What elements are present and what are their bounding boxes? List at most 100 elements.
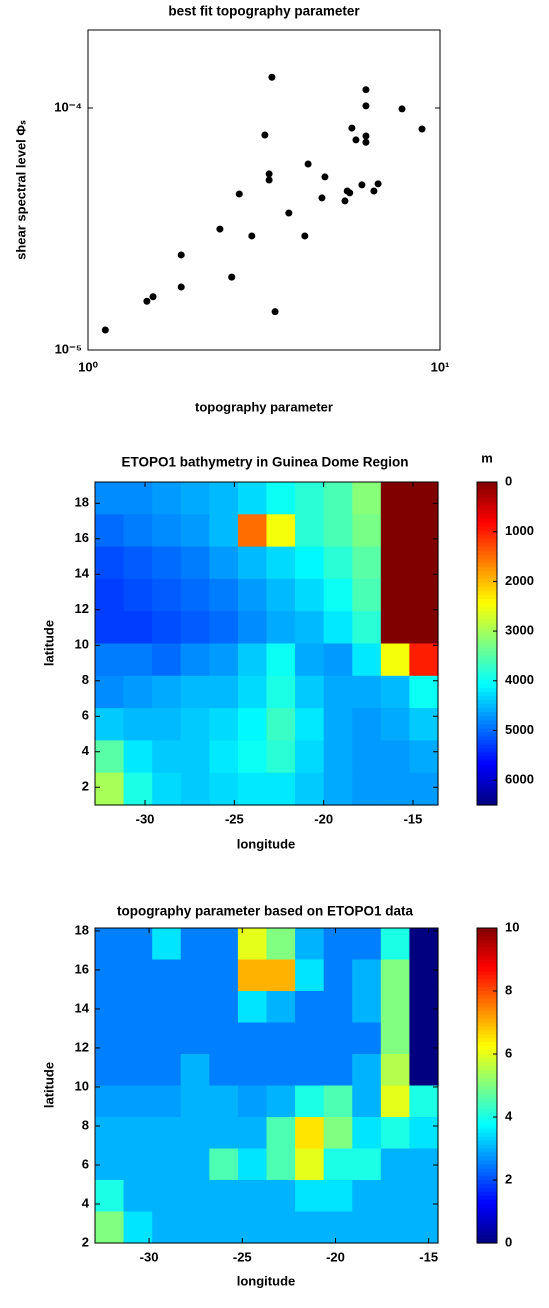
heatmap-cell bbox=[409, 578, 439, 612]
colorbar-swatch bbox=[477, 1117, 497, 1122]
heatmap-cell bbox=[123, 1117, 153, 1150]
heatmap-cell bbox=[295, 578, 325, 612]
heatmap-cell bbox=[380, 643, 411, 677]
heatmap-cell bbox=[123, 991, 153, 1024]
heatmap-cell bbox=[180, 675, 210, 709]
colorbar-swatch bbox=[477, 728, 497, 733]
colorbar-tick-label: 1000 bbox=[505, 523, 534, 538]
colorbar-swatch bbox=[477, 671, 497, 677]
colorbar-swatch bbox=[477, 1156, 497, 1161]
colorbar-swatch bbox=[477, 1057, 497, 1063]
heatmap-cell bbox=[323, 708, 353, 741]
heatmap-cell bbox=[352, 740, 382, 774]
colorbar-swatch bbox=[477, 663, 497, 669]
colorbar-swatch bbox=[477, 772, 497, 778]
colorbar-swatch bbox=[477, 586, 497, 592]
heatmap-cell bbox=[380, 482, 411, 515]
heatmap-cell bbox=[409, 1180, 439, 1213]
colorbar-swatch bbox=[477, 611, 497, 616]
heatmap-cell bbox=[352, 991, 382, 1024]
heatmap-cell bbox=[209, 643, 239, 677]
colorbar-swatch bbox=[477, 1002, 497, 1008]
colorbar-swatch bbox=[477, 510, 497, 515]
heatmap-cell bbox=[95, 1117, 125, 1150]
y-axis-label: latitude bbox=[41, 1062, 56, 1108]
colorbar-swatch bbox=[477, 951, 497, 957]
colorbar-swatch bbox=[477, 623, 497, 628]
colorbar-frame bbox=[476, 481, 498, 806]
colorbar-swatch bbox=[477, 1097, 497, 1102]
colorbar-swatch bbox=[477, 994, 497, 1000]
colorbar-swatch bbox=[477, 788, 497, 794]
heatmap-cell bbox=[237, 772, 268, 806]
colorbar-tick-label: 6000 bbox=[505, 772, 534, 787]
heatmap-cell bbox=[323, 991, 353, 1024]
heatmap-cell bbox=[237, 482, 268, 515]
heatmap-cell bbox=[266, 740, 296, 774]
heatmap-cell bbox=[352, 772, 382, 806]
heatmap-cell bbox=[95, 514, 125, 548]
heatmap-cell bbox=[323, 1022, 353, 1055]
scatter-point bbox=[261, 131, 269, 139]
scatter-point bbox=[271, 308, 279, 316]
colorbar-swatch bbox=[477, 963, 497, 968]
colorbar-tick-label: 4 bbox=[505, 1108, 513, 1123]
scatter-point bbox=[352, 136, 360, 144]
y-tick-label: 6 bbox=[82, 708, 89, 723]
heatmap-cell bbox=[237, 1085, 268, 1118]
colorbar-swatch bbox=[477, 998, 497, 1004]
y-tick-label: 12 bbox=[75, 601, 89, 616]
colorbar-tick-label: 2000 bbox=[505, 573, 534, 588]
heatmap-cell bbox=[266, 546, 296, 580]
heatmap-cell bbox=[380, 740, 411, 774]
heatmap-cell bbox=[352, 1022, 382, 1055]
colorbar-tick-label: 4000 bbox=[505, 672, 534, 687]
colorbar-swatch bbox=[477, 1010, 497, 1016]
scatter-point bbox=[216, 225, 224, 233]
heatmap-cell bbox=[266, 1211, 296, 1244]
colorbar-swatch bbox=[477, 574, 497, 580]
heatmap-cell bbox=[295, 1180, 325, 1213]
colorbar-swatch bbox=[477, 627, 497, 632]
heatmap-cell bbox=[266, 514, 296, 548]
heatmap-cell bbox=[323, 546, 353, 580]
heatmap-cell bbox=[237, 928, 268, 961]
heatmap-cell bbox=[209, 959, 239, 992]
colorbar-swatch bbox=[477, 740, 497, 746]
heatmap-cell bbox=[352, 578, 382, 612]
colorbar-swatch bbox=[477, 562, 497, 568]
colorbar-swatch bbox=[477, 490, 497, 495]
heatmap-cell bbox=[152, 1148, 182, 1181]
x-tick-label: -20 bbox=[314, 811, 333, 826]
heatmap-cell bbox=[209, 1085, 239, 1118]
heatmap-cell bbox=[152, 1117, 182, 1150]
heatmap-cell bbox=[152, 928, 182, 961]
scatter-point bbox=[341, 197, 349, 205]
colorbar-swatch bbox=[477, 522, 497, 528]
colorbar-swatch bbox=[477, 1215, 497, 1220]
colorbar-swatch bbox=[477, 1128, 497, 1134]
colorbar-swatch bbox=[477, 780, 497, 786]
heatmap-cell bbox=[380, 1085, 411, 1118]
heatmap-cell bbox=[352, 643, 382, 677]
colorbar-swatch bbox=[477, 530, 497, 536]
heatmap-cell bbox=[266, 643, 296, 677]
heatmap-cell bbox=[380, 1148, 411, 1181]
colorbar-swatch bbox=[477, 1065, 497, 1071]
colorbar-swatch bbox=[477, 1136, 497, 1142]
heatmap-cell bbox=[123, 1022, 153, 1055]
heatmap-cell bbox=[152, 740, 182, 774]
colorbar-swatch bbox=[477, 659, 497, 665]
colorbar-swatch bbox=[477, 1235, 497, 1240]
plot-frame bbox=[94, 927, 439, 1244]
scatter-point bbox=[318, 194, 326, 202]
heatmap-cell bbox=[266, 675, 296, 709]
heatmap-cell bbox=[352, 546, 382, 580]
colorbar-swatch bbox=[477, 486, 497, 491]
heatmap-cell bbox=[295, 1054, 325, 1087]
colorbar-swatch bbox=[477, 667, 497, 673]
colorbar-swatch bbox=[477, 748, 497, 754]
heatmap-cell bbox=[409, 740, 439, 774]
heatmap-cell bbox=[295, 1211, 325, 1244]
heatmap-cell bbox=[209, 772, 239, 806]
